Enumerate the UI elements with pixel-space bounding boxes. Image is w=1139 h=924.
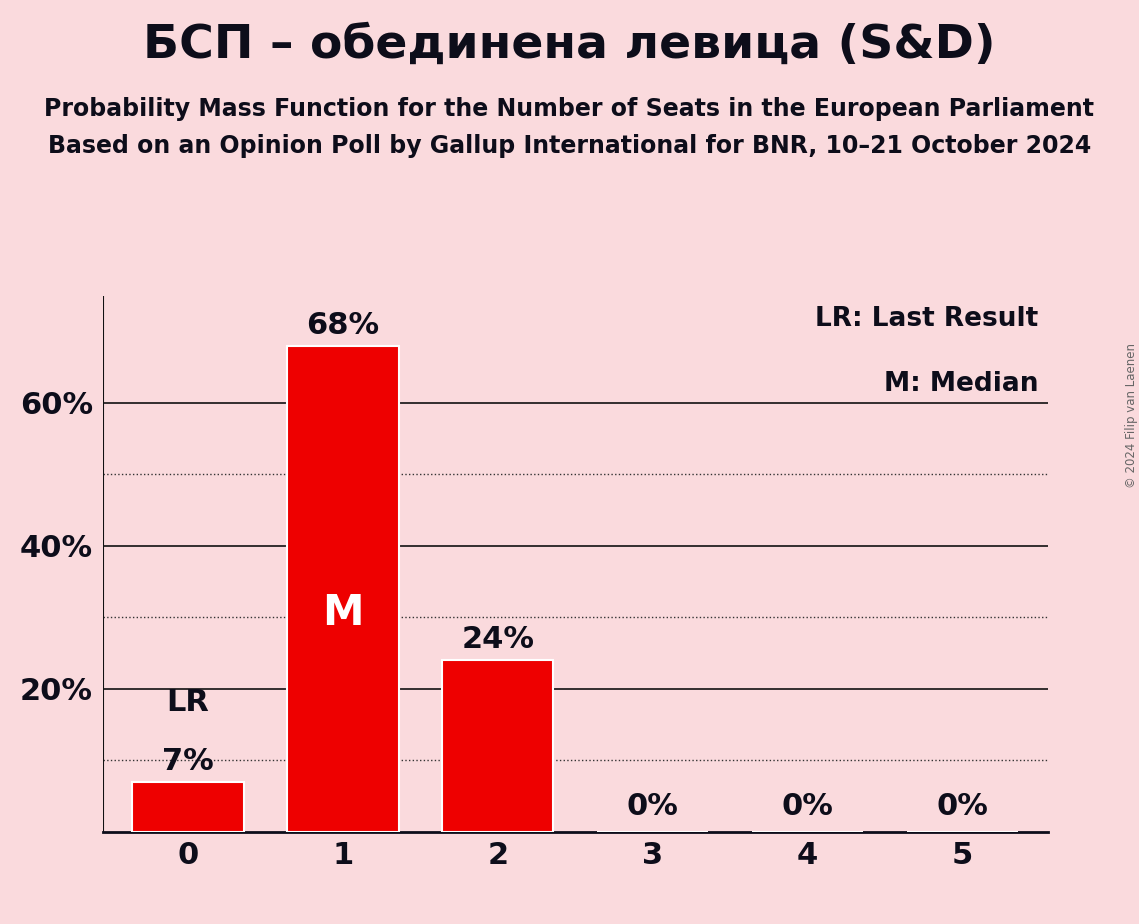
Text: 24%: 24% (461, 626, 534, 654)
Text: © 2024 Filip van Laenen: © 2024 Filip van Laenen (1124, 344, 1138, 488)
Text: 0%: 0% (781, 792, 834, 821)
Text: 0%: 0% (936, 792, 989, 821)
Bar (442, 660, 554, 832)
Bar (132, 782, 244, 832)
Text: M: M (322, 592, 363, 634)
Text: Based on an Opinion Poll by Gallup International for BNR, 10–21 October 2024: Based on an Opinion Poll by Gallup Inter… (48, 134, 1091, 158)
Text: БСП – обединена левица (S&D): БСП – обединена левица (S&D) (144, 23, 995, 68)
Text: LR: Last Result: LR: Last Result (816, 307, 1039, 333)
Text: LR: LR (166, 688, 210, 717)
Text: 0%: 0% (626, 792, 679, 821)
Bar (287, 346, 399, 832)
Text: 68%: 68% (306, 311, 379, 340)
Text: Probability Mass Function for the Number of Seats in the European Parliament: Probability Mass Function for the Number… (44, 97, 1095, 121)
Text: M: Median: M: Median (884, 371, 1039, 396)
Text: 7%: 7% (162, 747, 214, 776)
